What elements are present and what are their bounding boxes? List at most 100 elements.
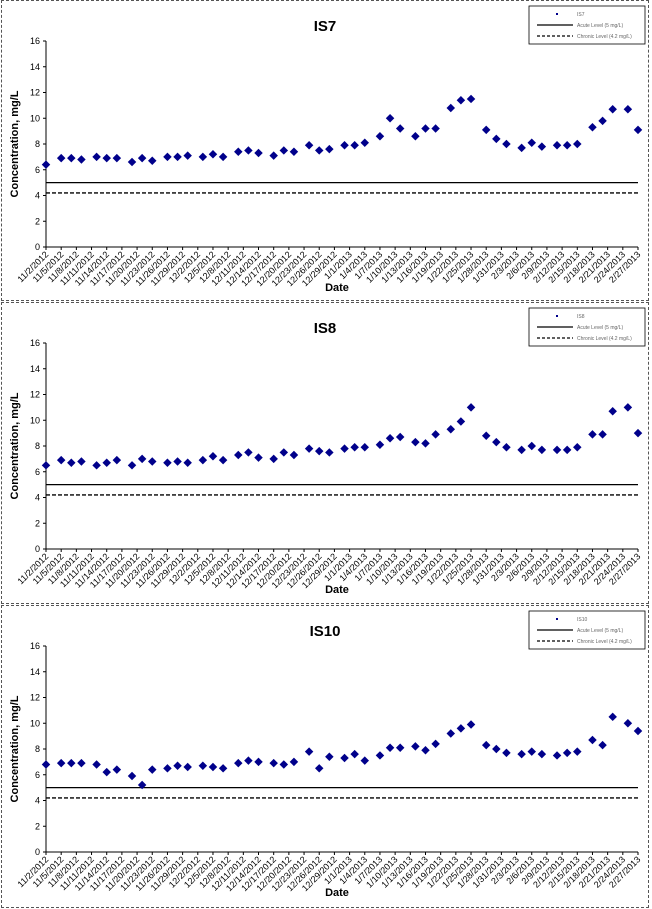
data-point (588, 123, 597, 132)
data-point (112, 765, 122, 774)
data-point (183, 458, 192, 467)
data-point (481, 431, 491, 440)
chart-title: IS10 (310, 623, 341, 640)
data-point (198, 455, 208, 465)
data-point (395, 124, 405, 133)
data-point (218, 764, 228, 773)
data-point (56, 455, 66, 465)
data-point (244, 756, 253, 765)
data-point (92, 461, 101, 470)
data-point (623, 719, 633, 728)
data-point (552, 141, 562, 150)
data-point (421, 124, 430, 133)
legend-label: IS8 (577, 314, 585, 320)
chart-title: IS8 (314, 320, 337, 337)
data-point (234, 758, 243, 768)
data-point (279, 448, 289, 457)
data-point (385, 114, 395, 123)
data-point (325, 752, 334, 761)
legend-marker (556, 618, 558, 620)
data-point (623, 104, 633, 114)
data-point (325, 448, 334, 457)
data-point (102, 153, 111, 163)
data-point (360, 443, 370, 452)
data-point (173, 761, 182, 770)
data-point (127, 461, 137, 470)
legend-label: IS7 (577, 12, 585, 18)
data-point (411, 742, 420, 751)
data-point (340, 444, 349, 453)
data-point (198, 152, 208, 162)
data-point (127, 157, 137, 167)
data-point (137, 780, 147, 790)
data-point (41, 160, 51, 169)
y-tick-label: 10 (30, 415, 40, 425)
data-point (633, 125, 643, 135)
data-point (218, 152, 228, 162)
y-tick-label: 10 (30, 718, 40, 728)
data-point (218, 455, 228, 465)
data-point (502, 748, 511, 758)
data-point (137, 153, 147, 163)
data-point (304, 747, 314, 756)
data-point (573, 747, 582, 756)
legend: IS10 Acute Level (5 mg/L) Chronic Level (4… (528, 610, 646, 650)
data-point (411, 437, 420, 447)
data-point (537, 445, 547, 455)
data-point (127, 771, 137, 781)
data-point (314, 146, 324, 155)
data-point (537, 142, 547, 151)
data-point (163, 152, 172, 162)
data-point (598, 116, 607, 126)
data-point (269, 758, 278, 768)
data-point (198, 761, 208, 770)
data-point (92, 760, 101, 769)
data-point (562, 748, 572, 758)
data-point (502, 443, 511, 452)
data-point (112, 455, 122, 465)
y-tick-label: 16 (30, 641, 40, 651)
data-point (562, 445, 572, 455)
data-point (41, 461, 51, 470)
data-point (360, 756, 370, 765)
data-point (269, 454, 278, 464)
data-point (56, 153, 66, 163)
data-point (395, 432, 405, 442)
data-point (148, 156, 157, 165)
data-point (421, 746, 430, 755)
data-point (289, 757, 299, 767)
y-tick-label: 2 (35, 821, 40, 831)
data-point (234, 147, 243, 156)
data-point (481, 125, 491, 135)
x-axis-label: Date (325, 282, 349, 294)
data-point (598, 740, 607, 750)
data-point (173, 152, 182, 162)
y-tick-label: 4 (35, 493, 40, 503)
data-point (112, 153, 122, 163)
x-axis-label: Date (325, 584, 349, 596)
data-point (77, 457, 86, 466)
data-point (527, 441, 536, 451)
data-point (527, 747, 536, 756)
data-point (314, 764, 324, 773)
data-point (562, 141, 572, 150)
data-point (92, 152, 101, 162)
data-point (244, 146, 253, 155)
data-point (137, 454, 147, 464)
data-point (633, 726, 643, 736)
data-point (456, 417, 466, 426)
data-point (102, 458, 111, 467)
data-point (77, 155, 86, 164)
data-point (633, 428, 643, 438)
data-point (446, 425, 456, 434)
data-point (208, 452, 218, 461)
data-point (466, 720, 476, 729)
data-point (385, 743, 395, 752)
data-point (502, 139, 511, 149)
y-tick-label: 14 (30, 62, 40, 72)
data-point (608, 406, 617, 416)
y-tick-label: 8 (35, 139, 40, 149)
data-point (446, 103, 456, 113)
